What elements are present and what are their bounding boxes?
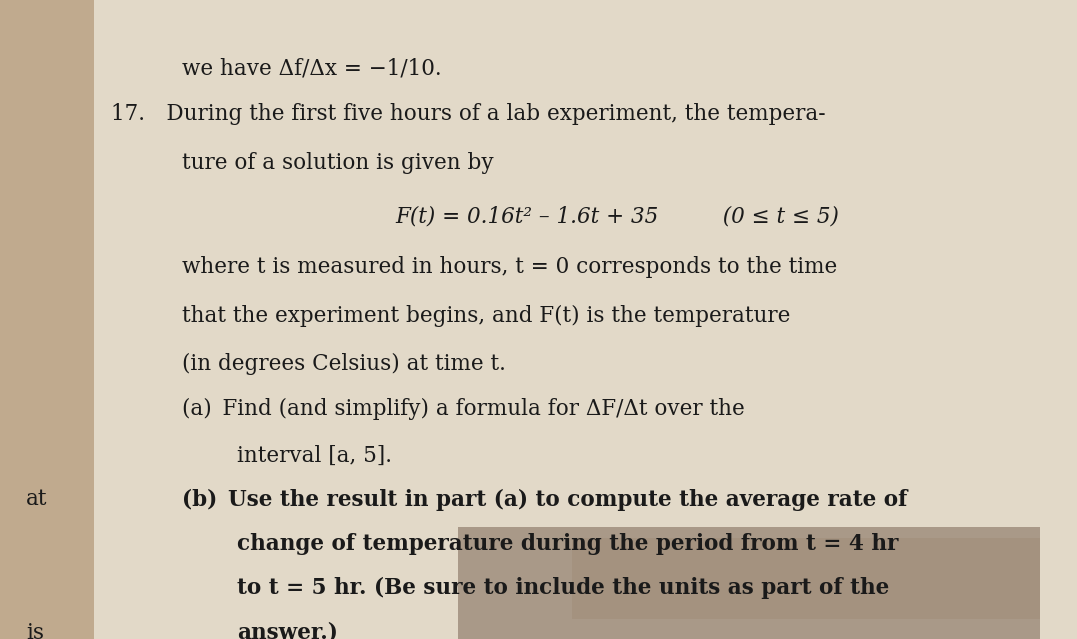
Text: is: is (26, 622, 44, 639)
Text: at: at (26, 488, 47, 511)
Text: (in degrees Celsius) at time t.: (in degrees Celsius) at time t. (182, 353, 506, 375)
FancyBboxPatch shape (572, 538, 1040, 619)
Text: where t is measured in hours, t = 0 corresponds to the time: where t is measured in hours, t = 0 corr… (182, 256, 837, 278)
FancyBboxPatch shape (94, 0, 1040, 639)
FancyBboxPatch shape (0, 0, 94, 639)
Text: we have Δf/Δx = −1/10.: we have Δf/Δx = −1/10. (182, 57, 442, 79)
Text: to t = 5 hr. (Be sure to include the units as part of the: to t = 5 hr. (Be sure to include the uni… (237, 577, 890, 599)
Text: interval [a, 5].: interval [a, 5]. (237, 445, 392, 467)
Text: F(t) = 0.16t² – 1.6t + 35   (0 ≤ t ≤ 5): F(t) = 0.16t² – 1.6t + 35 (0 ≤ t ≤ 5) (395, 206, 839, 227)
Text: (a) Find (and simplify) a formula for ΔF/Δt over the: (a) Find (and simplify) a formula for ΔF… (182, 397, 745, 420)
Text: 17. During the first five hours of a lab experiment, the tempera-: 17. During the first five hours of a lab… (111, 103, 826, 125)
Text: ture of a solution is given by: ture of a solution is given by (182, 151, 493, 174)
Text: change of temperature during the period from t = 4 hr: change of temperature during the period … (237, 533, 898, 555)
Text: answer.): answer.) (237, 622, 338, 639)
Text: (b) Use the result in part (a) to compute the average rate of: (b) Use the result in part (a) to comput… (182, 488, 908, 511)
FancyBboxPatch shape (458, 527, 1040, 639)
Text: that the experiment begins, and F(t) is the temperature: that the experiment begins, and F(t) is … (182, 305, 791, 327)
